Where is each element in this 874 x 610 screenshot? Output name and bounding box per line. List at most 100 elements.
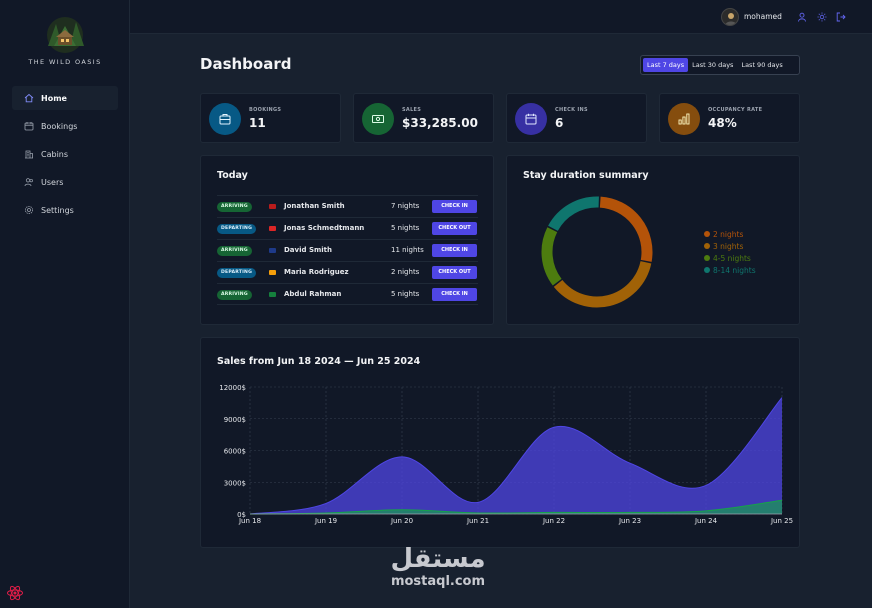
sidebar-item-home[interactable]: Home <box>12 86 118 110</box>
x-tick-label: Jun 25 <box>770 517 793 525</box>
avatar[interactable] <box>721 8 739 26</box>
brand-name: THE WILD OASIS <box>28 58 102 66</box>
country-flag-icon <box>269 226 276 231</box>
y-tick-label: 12000$ <box>219 384 246 392</box>
sidebar-item-label: Bookings <box>41 121 78 131</box>
legend-swatch <box>704 231 710 237</box>
legend-entry: 4-5 nights <box>704 252 756 264</box>
users-icon <box>24 177 34 187</box>
guest-name: Jonathan Smith <box>284 202 345 210</box>
today-list: ARRIVING Jonathan Smith 7 nights CHECK I… <box>217 195 478 305</box>
legend-label: 4-5 nights <box>713 253 751 263</box>
list-item: ARRIVING Abdul Rahman 5 nights CHECK IN <box>217 283 478 305</box>
check-in-button[interactable]: CHECK IN <box>432 288 477 301</box>
duration-panel: Stay duration summary 2 nights 3 nights 4-… <box>506 155 800 325</box>
country-flag-icon <box>269 248 276 253</box>
account-button[interactable] <box>795 10 809 24</box>
guest-name: David Smith <box>284 246 333 254</box>
x-tick-label: Jun 24 <box>694 517 718 525</box>
y-tick-label: 0$ <box>237 511 246 519</box>
list-item: DEPARTING Jonas Schmedtmann 5 nights CHE… <box>217 217 478 239</box>
x-tick-label: Jun 18 <box>238 517 261 525</box>
sales-line-series <box>249 397 783 515</box>
sales-area-series <box>250 397 782 514</box>
banknote-icon <box>362 103 394 135</box>
stat-occupancy-rate: OCCUPANCY RATE 48% <box>659 93 800 143</box>
logout-button[interactable] <box>834 10 848 24</box>
legend-swatch <box>704 267 710 273</box>
stat-value: $33,285.00 <box>402 116 478 130</box>
stay-nights: 7 nights <box>391 202 420 210</box>
stay-nights: 11 nights <box>391 246 424 254</box>
x-tick-label: Jun 22 <box>542 517 565 525</box>
sidebar-item-label: Users <box>41 177 64 187</box>
stat-check-ins: CHECK INS 6 <box>506 93 647 143</box>
country-flag-icon <box>269 270 276 275</box>
sales-chart: 0$ 3000$ 6000$ 9000$ 12000$ Jun 18 Jun 19 Jun 2… <box>219 384 793 525</box>
legend-swatch <box>704 255 710 261</box>
home-icon <box>24 93 34 103</box>
watermark-arabic: مستقل <box>390 544 486 574</box>
guest-name: Jonas Schmedtmann <box>284 224 365 232</box>
today-panel: Today ARRIVING Jonathan Smith 7 nights C… <box>200 155 494 325</box>
theme-toggle-button[interactable] <box>815 10 829 24</box>
filter-last-90-days[interactable]: Last 90 days <box>741 61 783 69</box>
stat-label: OCCUPANCY RATE <box>708 107 763 113</box>
guest-name: Maria Rodriguez <box>284 268 349 276</box>
today-title: Today <box>217 170 248 181</box>
legend-label: 2 nights <box>713 229 744 239</box>
sidebar: THE WILD OASIS Home Bookings Cabins <box>0 0 130 608</box>
sales-panel: Sales from Jun 18 2024 — Jun 25 2024 0$ 3… <box>200 337 800 548</box>
y-tick-label: 6000$ <box>224 448 246 456</box>
legend-entry: 3 nights <box>704 240 756 252</box>
check-out-button[interactable]: CHECK OUT <box>432 266 477 279</box>
stat-label: CHECK INS <box>555 107 588 113</box>
date-filter: Last 7 days Last 30 days Last 90 days <box>640 55 800 75</box>
user-name: mohamed <box>744 12 782 21</box>
logout-icon <box>836 12 846 22</box>
country-flag-icon <box>269 204 276 209</box>
filter-last-30-days[interactable]: Last 30 days <box>692 61 734 69</box>
react-devtools-icon[interactable] <box>6 584 24 602</box>
stat-label: BOOKINGS <box>249 107 282 113</box>
main-nav: Home Bookings Cabins Users <box>12 86 118 226</box>
x-tick-label: Jun 19 <box>314 517 337 525</box>
calendar-check-icon <box>515 103 547 135</box>
status-badge: ARRIVING <box>217 246 252 256</box>
duration-title: Stay duration summary <box>523 170 649 181</box>
donut-slice <box>541 227 562 286</box>
sales-title: Sales from Jun 18 2024 — Jun 25 2024 <box>217 356 421 367</box>
stat-value: 6 <box>555 116 564 130</box>
legend-swatch <box>704 243 710 249</box>
list-item: ARRIVING Jonathan Smith 7 nights CHECK I… <box>217 195 478 217</box>
sun-icon <box>817 12 827 22</box>
legend-label: 8-14 nights <box>713 265 756 275</box>
duration-legend: 2 nights 3 nights 4-5 nights 8-14 nights <box>704 228 756 276</box>
status-badge: DEPARTING <box>217 224 257 234</box>
sales-line-series <box>249 499 783 515</box>
calendar-icon <box>24 121 34 131</box>
y-tick-label: 3000$ <box>224 479 246 487</box>
filter-last-7-days[interactable]: Last 7 days <box>643 58 689 72</box>
cog-icon <box>24 205 34 215</box>
donut-slice <box>548 196 599 232</box>
check-in-button[interactable]: CHECK IN <box>432 244 477 257</box>
sidebar-item-bookings[interactable]: Bookings <box>12 114 118 138</box>
list-item: ARRIVING David Smith 11 nights CHECK IN <box>217 239 478 261</box>
y-tick-label: 9000$ <box>224 416 246 424</box>
page-title: Dashboard <box>200 55 292 73</box>
legend-entry: 2 nights <box>704 228 756 240</box>
stat-bookings: BOOKINGS 11 <box>200 93 341 143</box>
sidebar-item-label: Settings <box>41 205 74 215</box>
top-header: mohamed <box>130 0 872 34</box>
sidebar-item-users[interactable]: Users <box>12 170 118 194</box>
check-out-button[interactable]: CHECK OUT <box>432 222 477 235</box>
bar-chart-icon <box>668 103 700 135</box>
check-in-button[interactable]: CHECK IN <box>432 200 477 213</box>
sidebar-item-settings[interactable]: Settings <box>12 198 118 222</box>
donut-slice <box>553 260 652 308</box>
sidebar-item-cabins[interactable]: Cabins <box>12 142 118 166</box>
briefcase-icon <box>209 103 241 135</box>
watermark-latin: mostaql.com <box>390 574 486 589</box>
